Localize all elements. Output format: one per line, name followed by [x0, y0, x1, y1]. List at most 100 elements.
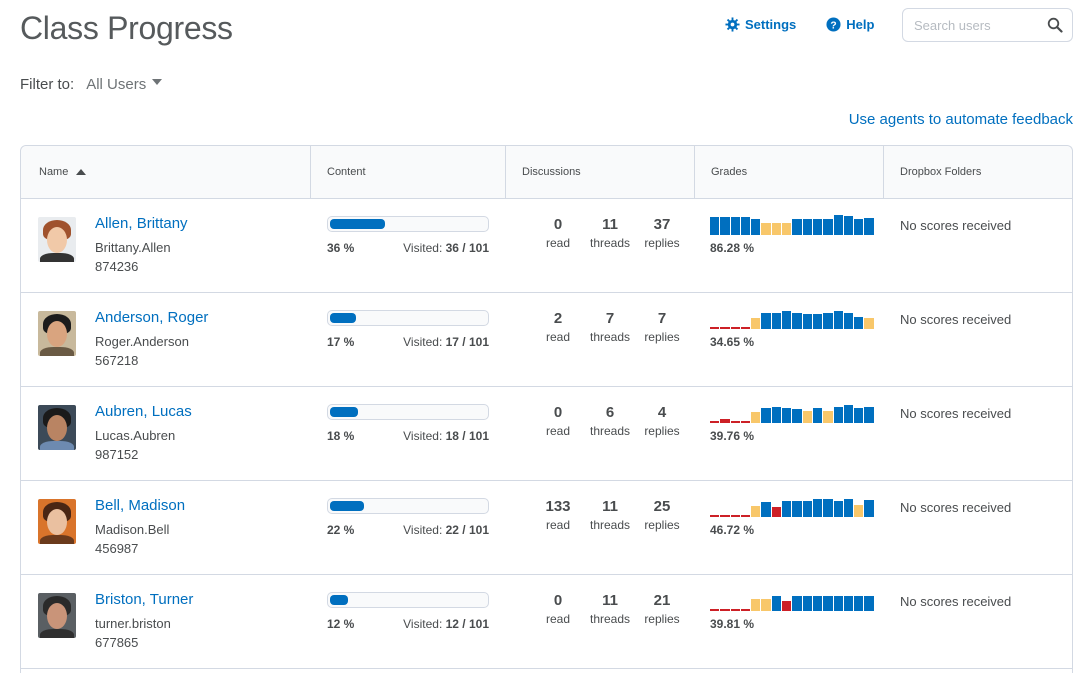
grade-bar	[802, 314, 812, 329]
visited-value: 18 / 101	[445, 429, 489, 443]
student-name-link[interactable]: Allen, Brittany	[95, 215, 188, 232]
grade-bar	[782, 601, 792, 611]
replies-label: replies	[644, 518, 680, 532]
visited-value: 22 / 101	[445, 523, 489, 537]
filter-label: Filter to:	[20, 76, 75, 93]
grade-bar	[710, 515, 720, 517]
content-stats: 36 % Visited: 36 / 101	[327, 241, 489, 255]
grade-bar	[802, 219, 812, 235]
grades-cell: 34.65 %	[695, 293, 884, 386]
grade-bar	[751, 506, 761, 517]
replies-label: replies	[644, 424, 680, 438]
student-name-link[interactable]: Anderson, Roger	[95, 309, 209, 326]
grade-bar	[710, 217, 720, 235]
grade-bar	[812, 314, 823, 329]
content-cell: 22 % Visited: 22 / 101	[311, 481, 506, 574]
content-progress-fill	[330, 313, 356, 323]
student-username: Brittany.Allen	[95, 240, 171, 255]
discussion-read: 2 read	[532, 310, 584, 386]
filter-select[interactable]: All Users	[86, 76, 163, 93]
dropbox-status: No scores received	[900, 500, 1012, 515]
discussions-cell: 0 read 11 threads 21 replies	[506, 575, 695, 668]
discussion-replies: 4 replies	[636, 404, 688, 480]
student-name-link[interactable]: Aubren, Lucas	[95, 403, 192, 420]
grade-bar	[823, 499, 833, 517]
replies-count: 21	[653, 592, 671, 609]
grade-bar	[823, 411, 833, 423]
grade-bar	[843, 313, 854, 329]
student-name-link[interactable]: Briston, Turner	[95, 591, 194, 608]
discussion-replies: 37 replies	[636, 216, 688, 292]
grade-bar	[792, 219, 802, 235]
column-header-name[interactable]: Name	[21, 146, 311, 198]
agents-link[interactable]: Use agents to automate feedback	[848, 111, 1073, 128]
filter: Filter to: All Users	[20, 76, 163, 93]
grade-sparkline	[710, 309, 884, 329]
student-cell: Anderson, Roger Roger.Anderson 567218	[21, 293, 311, 386]
visited-value: 36 / 101	[445, 241, 489, 255]
dropbox-status: No scores received	[900, 406, 1012, 421]
settings-link[interactable]: Settings	[725, 17, 796, 32]
discussions-cell: 0 read 11 threads 37 replies	[506, 199, 695, 292]
avatar	[38, 311, 76, 356]
content-progress-bar	[327, 592, 489, 608]
discussion-threads: 6 threads	[584, 404, 636, 480]
grade-percent: 39.76 %	[710, 429, 755, 443]
grade-bar	[823, 219, 833, 235]
grade-sparkline	[710, 591, 884, 611]
grade-bar	[730, 421, 740, 423]
grade-bar	[864, 596, 874, 611]
discussion-read: 0 read	[532, 592, 584, 668]
grade-bar	[812, 499, 823, 517]
grade-bar	[812, 596, 823, 611]
replies-count: 7	[657, 310, 667, 327]
grade-bar	[782, 408, 792, 423]
content-progress-fill	[330, 501, 364, 511]
table-row: Anderson, Roger Roger.Anderson 567218 17…	[21, 293, 1072, 387]
grade-bar	[843, 499, 854, 517]
grade-bar	[710, 609, 720, 611]
grade-bar	[843, 596, 854, 611]
settings-label: Settings	[745, 17, 797, 32]
grades-cell: 46.72 %	[695, 481, 884, 574]
grade-bar	[751, 318, 761, 329]
student-org-id: 456987	[95, 541, 139, 556]
avatar	[38, 217, 76, 262]
threads-count: 11	[602, 498, 618, 515]
discussion-threads: 11 threads	[584, 216, 636, 292]
threads-label: threads	[589, 236, 631, 250]
read-label: read	[545, 518, 571, 532]
visited-label: Visited:	[403, 335, 443, 349]
grade-bar	[740, 609, 751, 611]
search-input[interactable]	[914, 17, 1044, 33]
grade-bar	[802, 411, 812, 423]
replies-count: 4	[657, 404, 667, 421]
grades-cell: 86.28 %	[695, 199, 884, 292]
read-label: read	[545, 424, 571, 438]
replies-label: replies	[644, 330, 680, 344]
discussion-read: 0 read	[532, 216, 584, 292]
help-link[interactable]: ? Help	[826, 17, 874, 32]
grade-bar	[771, 407, 782, 423]
grade-bar	[740, 217, 751, 235]
student-cell: Aubren, Lucas Lucas.Aubren 987152	[21, 387, 311, 480]
threads-label: threads	[589, 330, 631, 344]
discussion-read: 133 read	[532, 498, 584, 574]
grade-bar	[833, 501, 843, 517]
table-row: Allen, Brittany Brittany.Allen 874236 36…	[21, 199, 1072, 293]
avatar	[38, 405, 76, 450]
search-icon[interactable]	[1046, 16, 1064, 34]
content-stats: 12 % Visited: 12 / 101	[327, 617, 489, 631]
top-links: Settings ? Help	[725, 17, 874, 32]
grade-sparkline	[710, 403, 884, 423]
content-progress-bar	[327, 404, 489, 420]
student-name-link[interactable]: Bell, Madison	[95, 497, 186, 514]
table-row: Briston, Turner turner.briston 677865 12…	[21, 575, 1072, 669]
threads-label: threads	[589, 424, 631, 438]
grade-bar	[833, 215, 843, 235]
grade-bar	[812, 219, 823, 235]
table-row	[21, 669, 1072, 673]
grade-bar	[854, 219, 864, 235]
student-cell: Bell, Madison Madison.Bell 456987	[21, 481, 311, 574]
read-label: read	[545, 612, 571, 626]
